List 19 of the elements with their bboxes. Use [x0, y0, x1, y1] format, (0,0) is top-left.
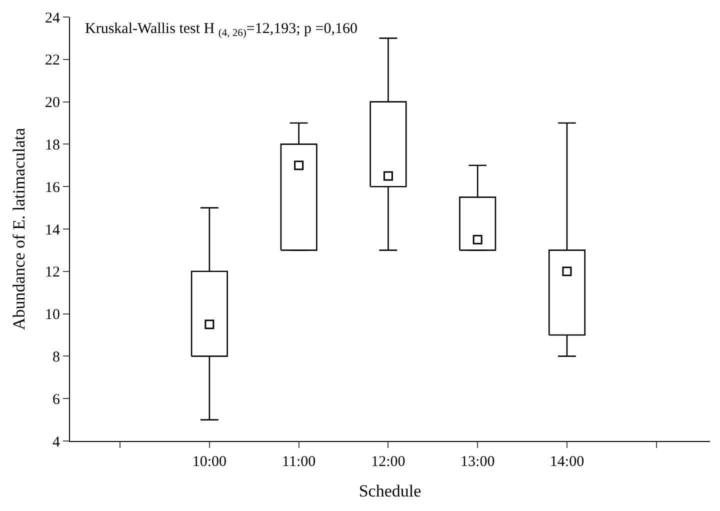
annotation: Kruskal-Wallis test H $_{(4, 26)}$=12,193; p =0,160 — [85, 21, 358, 40]
x-axis-title: Schedule — [358, 481, 422, 500]
y-axis-title: Abundance of E. latimaculata — [10, 128, 29, 330]
y-tick-label: 8 — [52, 349, 60, 366]
y-tick-label: 24 — [45, 10, 60, 26]
x-tick-label: 11:00 — [282, 454, 316, 470]
y-tick-label: 18 — [45, 137, 60, 154]
y-tick-label: 14 — [45, 222, 60, 238]
y-tick-label: 16 — [45, 180, 60, 196]
x-tick-label: 14:00 — [550, 454, 584, 470]
y-tick-label: 6 — [52, 392, 60, 408]
y-tick-label: 20 — [45, 95, 60, 112]
x-tick-label: 12:00 — [371, 454, 406, 470]
y-tick-label: 22 — [45, 52, 60, 69]
x-tick-label: 13:00 — [460, 454, 495, 470]
y-tick-label: 4 — [52, 434, 60, 450]
y-tick-label: 12 — [45, 264, 60, 281]
x-tick-label: 10:00 — [192, 454, 227, 470]
y-tick-label: 10 — [45, 307, 60, 324]
